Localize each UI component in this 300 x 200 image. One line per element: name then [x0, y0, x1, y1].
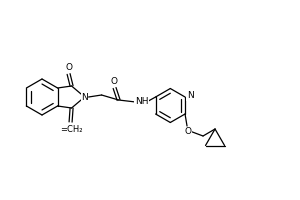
Text: =CH₂: =CH₂ [60, 124, 83, 134]
Text: O: O [65, 62, 72, 72]
Text: O: O [184, 128, 191, 136]
Text: N: N [187, 92, 194, 100]
Text: N: N [81, 92, 88, 102]
Text: O: O [110, 76, 117, 86]
Text: NH: NH [135, 97, 148, 106]
